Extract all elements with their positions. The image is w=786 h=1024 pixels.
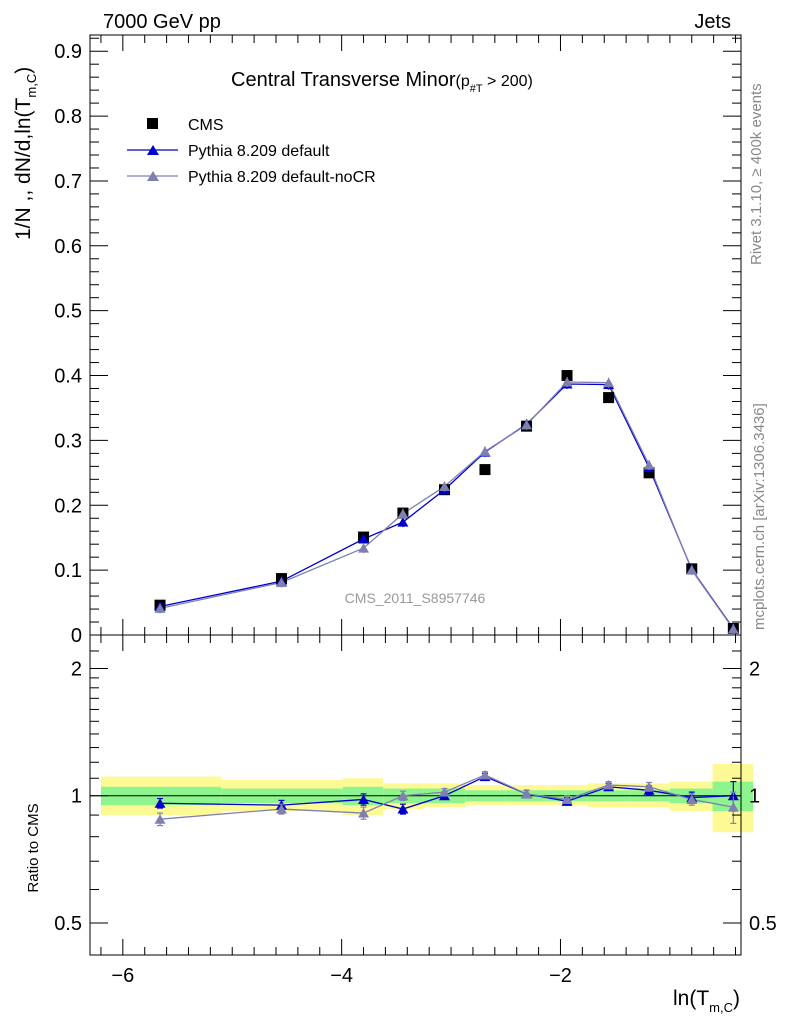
ratio-y-tick-label: 2 xyxy=(71,658,82,680)
data-point-nocr xyxy=(397,508,409,519)
y-axis-label: 1/N ,, dN/d,ln(Tm,C) xyxy=(12,67,39,240)
series-line-nocr xyxy=(159,381,734,630)
ratio-point-nocr xyxy=(686,794,698,804)
data-point-nocr xyxy=(438,481,450,491)
ratio-point-nocr xyxy=(438,787,450,797)
ratio-panel-frame xyxy=(89,634,742,956)
y-tick-label: 0.3 xyxy=(54,430,82,452)
data-point-nocr xyxy=(479,446,491,456)
y-tick-label: 0.7 xyxy=(54,171,82,193)
ratio-y-tick-label: 1 xyxy=(71,786,82,808)
ratio-point-nocr xyxy=(561,794,573,804)
data-point-cms xyxy=(479,464,491,476)
legend-cms-marker xyxy=(147,118,158,129)
ratio-point-nocr xyxy=(154,814,166,824)
ratio-point-nocr xyxy=(358,808,370,818)
data-point-cms xyxy=(643,467,655,479)
ratio-y-tick-label-right: 2 xyxy=(749,658,760,680)
ratio-point-default xyxy=(154,798,166,808)
legend-cms-label: CMS xyxy=(188,117,224,134)
ratio-line-default xyxy=(160,775,734,810)
data-point-nocr xyxy=(643,460,655,470)
data-point-nocr xyxy=(727,624,739,634)
y-tick-label: 0 xyxy=(71,625,82,647)
y-tick-label: 0.4 xyxy=(54,366,82,388)
ratio-point-nocr xyxy=(727,802,739,812)
ratio-point-nocr xyxy=(643,781,655,792)
data-point-default xyxy=(358,534,370,544)
ratio-point-nocr xyxy=(397,790,409,801)
ratio-point-default xyxy=(397,804,409,814)
data-point-nocr xyxy=(154,603,166,613)
rivet-label: Rivet 3.1.10, ≥ 400k events xyxy=(748,83,765,265)
data-point-nocr xyxy=(521,419,533,430)
y-tick-label: 0.6 xyxy=(54,236,82,258)
ratio-point-nocr xyxy=(521,788,533,799)
y-tick-label: 0.8 xyxy=(54,106,82,128)
ratio-point-nocr xyxy=(603,780,615,790)
ratio-y-tick-label-right: 0.5 xyxy=(749,913,777,935)
ratio-line-nocr xyxy=(159,774,734,820)
y-tick-label: 0.2 xyxy=(54,495,82,517)
legend-default-marker xyxy=(147,145,159,155)
legend: CMS Pythia 8.209 default Pythia 8.209 de… xyxy=(127,117,376,186)
data-point-nocr xyxy=(686,565,698,575)
y-tick-label: 0.9 xyxy=(54,41,82,63)
data-point-default xyxy=(397,517,409,527)
ratio-point-nocr xyxy=(275,804,287,814)
data-point-nocr xyxy=(275,577,287,587)
x-tick-label: −6 xyxy=(111,965,134,987)
legend-nocr-marker xyxy=(147,171,159,181)
header-left: 7000 GeV pp xyxy=(103,11,221,33)
ratio-y-tick-label: 0.5 xyxy=(54,913,82,935)
ratio-point-default xyxy=(358,794,370,804)
chart-title: Central Transverse Minor(p#T > 200) xyxy=(231,69,533,95)
data-point-cms xyxy=(561,370,573,382)
data-point-nocr xyxy=(358,543,370,553)
x-tick-label: −2 xyxy=(549,965,572,987)
data-point-cms xyxy=(603,392,615,404)
y-tick-label: 0.5 xyxy=(54,301,82,323)
header-right: Jets xyxy=(694,11,731,33)
ratio-y-label: Ratio to CMS xyxy=(25,803,42,892)
x-axis-label: ln(Tm,C) xyxy=(673,987,740,1015)
legend-default-label: Pythia 8.209 default xyxy=(188,143,330,160)
y-tick-label: 0.1 xyxy=(54,560,82,582)
ratio-point-nocr xyxy=(479,769,491,780)
data-point-nocr xyxy=(603,377,615,388)
x-tick-label: −4 xyxy=(330,965,353,987)
analysis-watermark: CMS_2011_S8957746 xyxy=(345,590,486,606)
data-point-nocr xyxy=(561,377,573,387)
ratio-y-tick-label-right: 1 xyxy=(749,786,760,808)
legend-nocr-label: Pythia 8.209 default-noCR xyxy=(188,169,376,186)
mcplots-label: mcplots.cern.ch [arXiv:1306.3436] xyxy=(751,403,768,630)
